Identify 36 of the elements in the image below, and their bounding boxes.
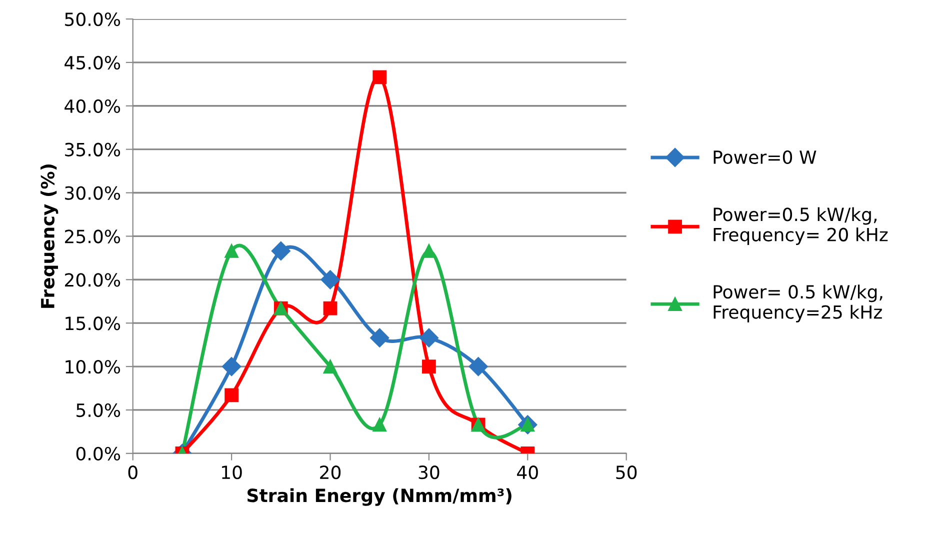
y-tick-label: 50.0% — [65, 12, 120, 26]
point — [222, 356, 242, 376]
point — [422, 360, 436, 374]
x-tick-label: 0 — [128, 466, 138, 480]
point — [372, 418, 387, 432]
x-axis-title: Strain Energy (Nmm/mm³) — [248, 488, 512, 506]
y-tick-label: 35.0% — [65, 142, 120, 156]
x-tick-label: 30 — [418, 466, 440, 480]
x-tick-label: 40 — [517, 466, 538, 480]
y-axis-title: Frequency (%) — [40, 164, 58, 308]
point — [370, 328, 390, 348]
x-tick-label: 10 — [222, 466, 242, 480]
point — [224, 244, 238, 258]
point — [422, 244, 436, 258]
point — [323, 360, 338, 374]
y-tick-label: 20.0% — [65, 273, 120, 287]
point — [271, 241, 290, 261]
point — [323, 301, 338, 316]
y-tick-label: 5.0% — [76, 403, 120, 418]
point — [419, 328, 438, 348]
x-tick-label: 50 — [616, 466, 637, 480]
point — [224, 388, 238, 402]
legend-label: Power=0.5 kW/kg, Frequency= 20 kHz — [714, 207, 888, 245]
y-tick-label: 45.0% — [64, 56, 120, 70]
y-tick-label: 30.0% — [65, 186, 120, 200]
x-tick-label: 20 — [320, 466, 341, 480]
y-tick-label: 25.0% — [65, 230, 120, 244]
y-tick-label: 40.0% — [64, 99, 120, 113]
point — [320, 270, 340, 290]
y-tick-label: 15.0% — [66, 316, 120, 330]
legend-label: Power= 0.5 kW/kg, Frequency=25 kHz — [714, 284, 882, 322]
y-tick-label: 0.0% — [76, 446, 120, 461]
legend-label: Power=0 W — [714, 150, 816, 164]
point — [468, 356, 488, 376]
point — [372, 70, 387, 84]
y-tick-label: 10.0% — [66, 360, 120, 374]
